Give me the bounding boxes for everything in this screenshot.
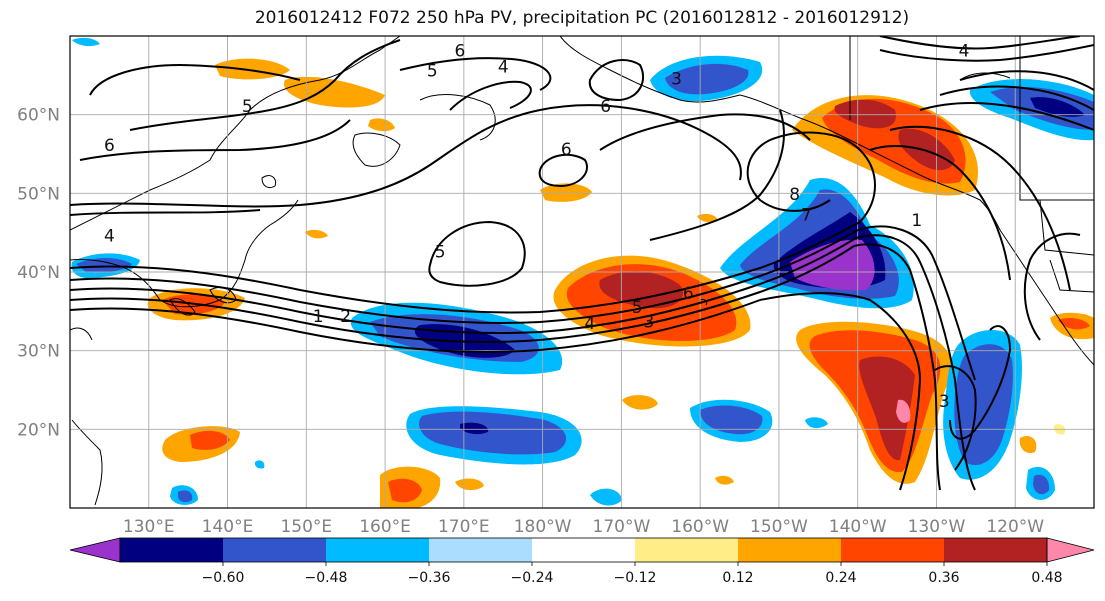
contour-label: 7	[801, 205, 812, 225]
contour-label: 3	[671, 69, 682, 89]
colorbar-tick-label: −0.48	[305, 570, 348, 586]
contour-label: 6	[600, 97, 611, 117]
lon-tick-label: 170°E	[438, 517, 490, 537]
contour-label: 1	[911, 211, 922, 231]
contour-label: 5	[242, 97, 253, 117]
lon-tick-label: 130°E	[123, 517, 175, 537]
colorbar: −0.60 −0.48 −0.36 −0.24 −0.12 0.12 0.24 0.36 0.4…	[69, 537, 1095, 586]
contour-label: 4	[498, 57, 509, 77]
colorbar-segment	[738, 538, 841, 562]
latitude-labels: 20°N 30°N 40°N 50°N 60°N	[17, 106, 60, 441]
figure-title: 2016012412 F072 250 hPa PV, precipitatio…	[254, 8, 910, 28]
contour-label: 6	[683, 284, 694, 304]
lon-tick-label: 130°W	[908, 517, 966, 537]
colorbar-segment	[326, 538, 429, 562]
contour-label: 8	[789, 185, 800, 205]
contour-label: 5	[435, 242, 446, 262]
colorbar-segment	[120, 538, 223, 562]
lat-tick-label: 60°N	[17, 106, 60, 126]
colorbar-segment	[841, 538, 944, 562]
colorbar-segment	[944, 538, 1047, 562]
contour-label: 1	[313, 307, 324, 327]
colorbar-segment	[429, 538, 532, 562]
contour-label: 3	[939, 392, 950, 412]
lon-tick-label: 180°W	[514, 517, 572, 537]
colorbar-tick-label: −0.60	[202, 570, 245, 586]
lon-tick-label: 160°E	[359, 517, 411, 537]
lon-tick-label: 160°W	[671, 517, 729, 537]
colorbar-extend-low	[69, 537, 121, 563]
colorbar-tick-label: −0.36	[408, 570, 451, 586]
lat-tick-label: 20°N	[17, 420, 60, 440]
lon-tick-label: 150°E	[280, 517, 332, 537]
lon-tick-label: 150°W	[750, 517, 808, 537]
colorbar-tick-label: 0.24	[825, 570, 856, 586]
contour-label: 4	[959, 42, 970, 62]
colorbar-tick-label: 0.48	[1031, 570, 1062, 586]
coastlines	[70, 36, 1094, 506]
contour-label: 3	[644, 312, 655, 332]
longitude-labels: 130°E 140°E 150°E 160°E 170°E 180°W 170°W 160°W…	[123, 517, 1044, 537]
lon-tick-label: 170°W	[593, 517, 651, 537]
contour-label: 4	[104, 227, 115, 247]
colorbar-tick-label: 0.12	[722, 570, 753, 586]
pv-contours	[70, 36, 1094, 491]
colorbar-tick-label: −0.12	[614, 570, 657, 586]
map-border	[69, 35, 1095, 509]
colorbar-border	[119, 537, 1048, 563]
lon-tick-label: 140°E	[202, 517, 254, 537]
contour-label: 2	[340, 307, 351, 327]
colorbar-tick-label: −0.24	[511, 570, 554, 586]
contour-label: 5	[632, 298, 643, 318]
contour-label: 6	[561, 140, 572, 160]
colorbar-segment	[635, 538, 738, 562]
contour-label: 6	[454, 42, 465, 62]
colorbar-extend-high	[1046, 537, 1095, 563]
contour-label: 6	[104, 136, 115, 156]
lat-tick-label: 40°N	[17, 263, 60, 283]
lon-tick-label: 140°W	[829, 517, 887, 537]
contour-label: 5	[427, 61, 438, 81]
lon-tick-label: 120°W	[986, 517, 1044, 537]
colorbar-segment	[532, 538, 635, 562]
lat-tick-label: 50°N	[17, 184, 60, 204]
contour-label: 4	[584, 314, 595, 334]
lat-tick-label: 30°N	[17, 342, 60, 362]
colorbar-tick-label: 0.36	[928, 570, 959, 586]
colorbar-segment	[223, 538, 326, 562]
